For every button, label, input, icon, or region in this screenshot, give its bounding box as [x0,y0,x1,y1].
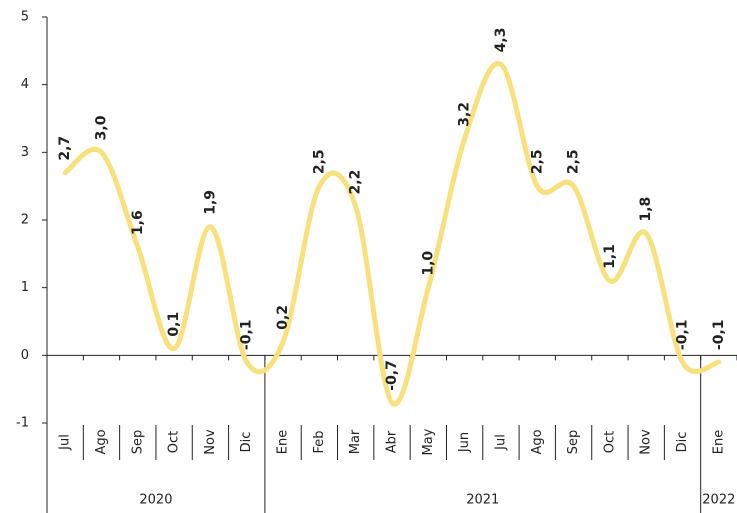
data-label: -0,1 [239,319,255,350]
x-tick-label: Sep [566,430,581,455]
x-tick-label: Ago [94,429,109,454]
x-tick-label: Oct [602,431,617,453]
x-tick-label: Abr [385,430,400,453]
group-label: 2020 [139,493,172,508]
x-tick-label: Ene [276,430,291,454]
y-tick-label: 0 [21,348,29,363]
data-label: 3,2 [457,102,473,127]
x-tick-label: Nov [639,429,654,455]
group-label: 2021 [466,493,499,508]
x-tick-label: Ago [530,429,545,454]
data-label: 2,5 [529,149,545,174]
data-label: 2,2 [348,170,364,195]
y-tick-label: 4 [21,77,29,92]
group-label: 2022 [702,493,735,508]
y-tick-label: -1 [16,416,29,431]
data-label: 1,6 [130,210,146,235]
data-label: 1,1 [602,244,618,269]
x-tick-label: Jul [493,434,508,451]
x-tick-label: Mar [348,429,363,454]
data-label: 4,3 [493,28,509,53]
data-label: 1,0 [420,251,436,276]
data-label: 3,0 [93,115,109,140]
data-label: 2,7 [57,136,73,161]
y-tick-label: 3 [21,145,29,160]
x-tick-label: Ene [711,430,726,454]
x-tick-label: Oct [167,431,182,453]
data-label: 1,9 [202,190,218,215]
x-tick-label: Nov [203,429,218,455]
x-tick-label: Feb [312,430,327,453]
x-tick-label: Dic [675,432,690,453]
x-tick-label: Jul [58,434,73,451]
x-tick-label: Jun [457,432,472,453]
line [62,60,722,407]
x-tick-label: Dic [239,432,254,453]
data-label: 2,5 [311,149,327,174]
y-tick-label: 1 [21,280,29,295]
y-tick-label: 2 [21,213,29,228]
data-label: 1,8 [638,197,654,222]
y-tick-label: 5 [21,10,29,25]
x-tick-label: Sep [130,430,145,455]
data-label: 2,5 [566,149,582,174]
data-label: -0,1 [711,319,727,350]
data-label: -0,7 [384,360,400,391]
data-label: -0,1 [675,319,691,350]
x-tick-label: May [421,428,436,455]
data-label: 0,2 [275,305,291,330]
data-label: 0,1 [166,312,182,337]
